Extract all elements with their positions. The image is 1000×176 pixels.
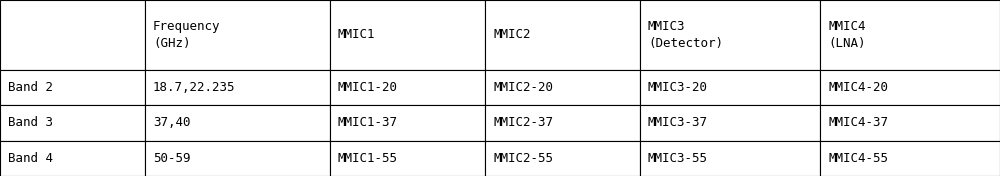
- Text: MMIC1: MMIC1: [338, 28, 375, 41]
- Text: MMIC1-55: MMIC1-55: [338, 152, 398, 165]
- Bar: [485, 105, 640, 141]
- Bar: [145, 0, 330, 70]
- Bar: [640, 105, 820, 141]
- Text: Band 4: Band 4: [8, 152, 53, 165]
- Bar: [145, 141, 330, 176]
- Bar: [485, 70, 640, 105]
- Text: MMIC4-55: MMIC4-55: [828, 152, 888, 165]
- Text: Band 2: Band 2: [8, 81, 53, 94]
- Text: 50-59: 50-59: [153, 152, 190, 165]
- Bar: [330, 70, 485, 105]
- Bar: [330, 0, 485, 70]
- Bar: [0, 0, 145, 70]
- Text: MMIC3-37: MMIC3-37: [648, 116, 708, 129]
- Bar: [820, 141, 1000, 176]
- Bar: [640, 70, 820, 105]
- Bar: [145, 70, 330, 105]
- Bar: [330, 105, 485, 141]
- Text: MMIC2-55: MMIC2-55: [493, 152, 553, 165]
- Text: Band 3: Band 3: [8, 116, 53, 129]
- Bar: [0, 70, 145, 105]
- Bar: [0, 105, 145, 141]
- Bar: [485, 141, 640, 176]
- Text: 37,40: 37,40: [153, 116, 190, 129]
- Text: MMIC1-20: MMIC1-20: [338, 81, 398, 94]
- Bar: [485, 0, 640, 70]
- Bar: [330, 141, 485, 176]
- Bar: [820, 105, 1000, 141]
- Text: 18.7,22.235: 18.7,22.235: [153, 81, 236, 94]
- Text: MMIC3-20: MMIC3-20: [648, 81, 708, 94]
- Bar: [145, 105, 330, 141]
- Text: Frequency
(GHz): Frequency (GHz): [153, 20, 220, 50]
- Text: MMIC4-20: MMIC4-20: [828, 81, 888, 94]
- Bar: [820, 0, 1000, 70]
- Bar: [640, 141, 820, 176]
- Text: MMIC2-37: MMIC2-37: [493, 116, 553, 129]
- Text: MMIC3-55: MMIC3-55: [648, 152, 708, 165]
- Bar: [640, 0, 820, 70]
- Text: MMIC2-20: MMIC2-20: [493, 81, 553, 94]
- Text: MMIC1-37: MMIC1-37: [338, 116, 398, 129]
- Bar: [820, 70, 1000, 105]
- Text: MMIC3
(Detector): MMIC3 (Detector): [648, 20, 723, 50]
- Text: MMIC4
(LNA): MMIC4 (LNA): [828, 20, 866, 50]
- Bar: [0, 141, 145, 176]
- Text: MMIC4-37: MMIC4-37: [828, 116, 888, 129]
- Text: MMIC2: MMIC2: [493, 28, 530, 41]
